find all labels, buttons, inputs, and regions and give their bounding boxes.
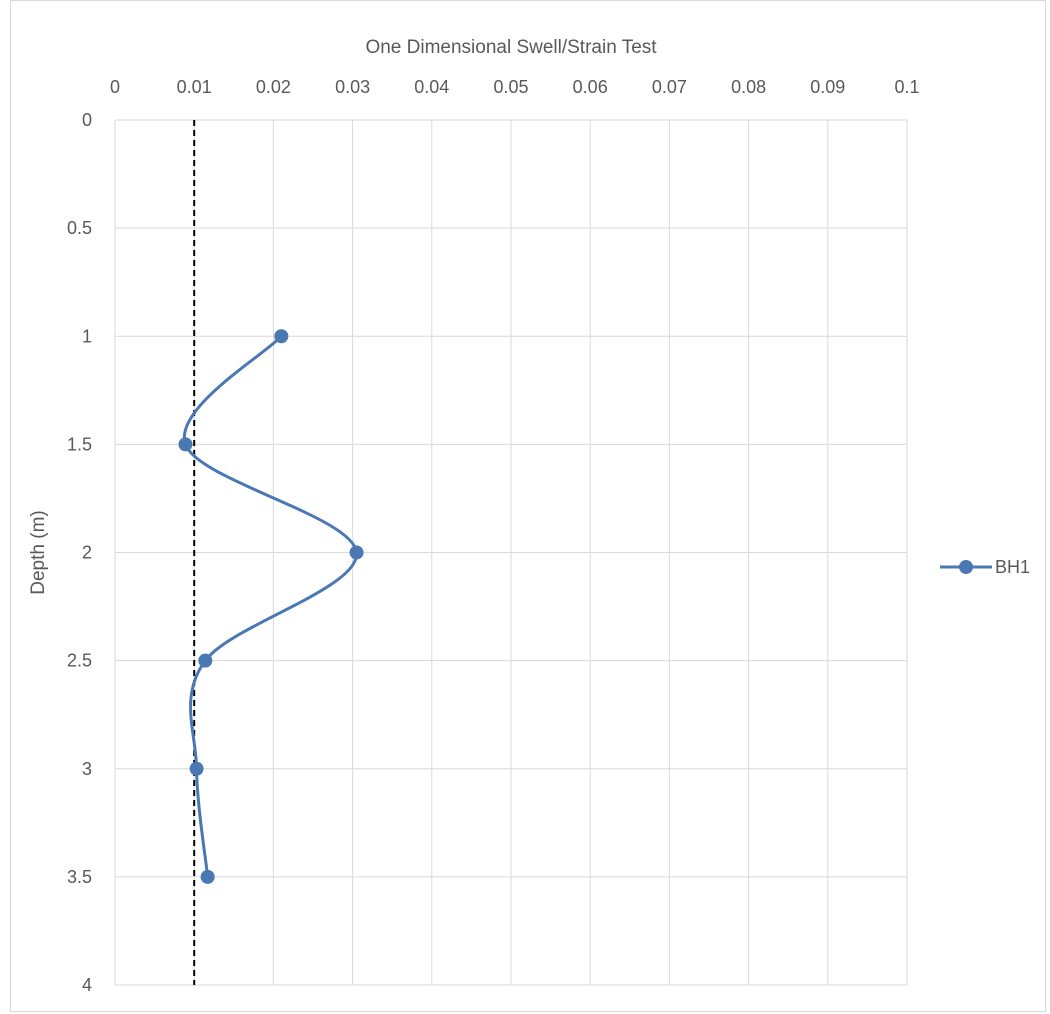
legend-label-bh1: BH1 — [995, 557, 1030, 577]
x-tick-label: 0 — [110, 77, 120, 97]
x-tick-label: 0.03 — [335, 77, 370, 97]
data-point-bh1 — [178, 437, 193, 452]
x-tick-label: 0.1 — [894, 77, 919, 97]
y-tick-label: 3 — [82, 759, 92, 779]
x-tick-label: 0.01 — [177, 77, 212, 97]
data-point-bh1 — [349, 545, 364, 560]
x-tick-label: 0.02 — [256, 77, 291, 97]
y-tick-label: 2 — [82, 543, 92, 563]
x-tick-label: 0.09 — [810, 77, 845, 97]
y-tick-label: 2.5 — [67, 651, 92, 671]
y-tick-label: 4 — [82, 975, 92, 995]
data-point-bh1 — [198, 653, 213, 668]
y-tick-label: 1 — [82, 326, 92, 346]
tick-layer: 0 0.01 0.02 0.03 0.04 0.05 0.06 0.07 0.08 0.09 0.1… — [67, 77, 920, 995]
x-tick-label: 0.06 — [573, 77, 608, 97]
y-tick-label: 0 — [82, 110, 92, 130]
grid-layer — [114, 119, 908, 986]
x-tick-label: 0.08 — [731, 77, 766, 97]
x-tick-label: 0.05 — [493, 77, 528, 97]
data-point-bh1 — [189, 761, 204, 776]
data-point-bh1 — [274, 329, 289, 344]
series-line-bh1 — [182, 335, 359, 878]
x-tick-label: 0.04 — [414, 77, 449, 97]
x-axis-title: One Dimensional Swell/Strain Test — [365, 37, 657, 58]
y-tick-label: 1.5 — [67, 434, 92, 454]
legend: BH1 — [940, 557, 1030, 577]
y-tick-label: 0.5 — [67, 218, 92, 238]
chart-frame — [10, 0, 1046, 1012]
y-tick-label: 3.5 — [67, 867, 92, 887]
data-point-bh1 — [200, 869, 215, 884]
x-tick-label: 0.07 — [652, 77, 687, 97]
y-axis-title: Depth (m) — [28, 510, 49, 594]
series-layer — [178, 329, 364, 884]
legend-marker-bh1 — [959, 560, 973, 574]
